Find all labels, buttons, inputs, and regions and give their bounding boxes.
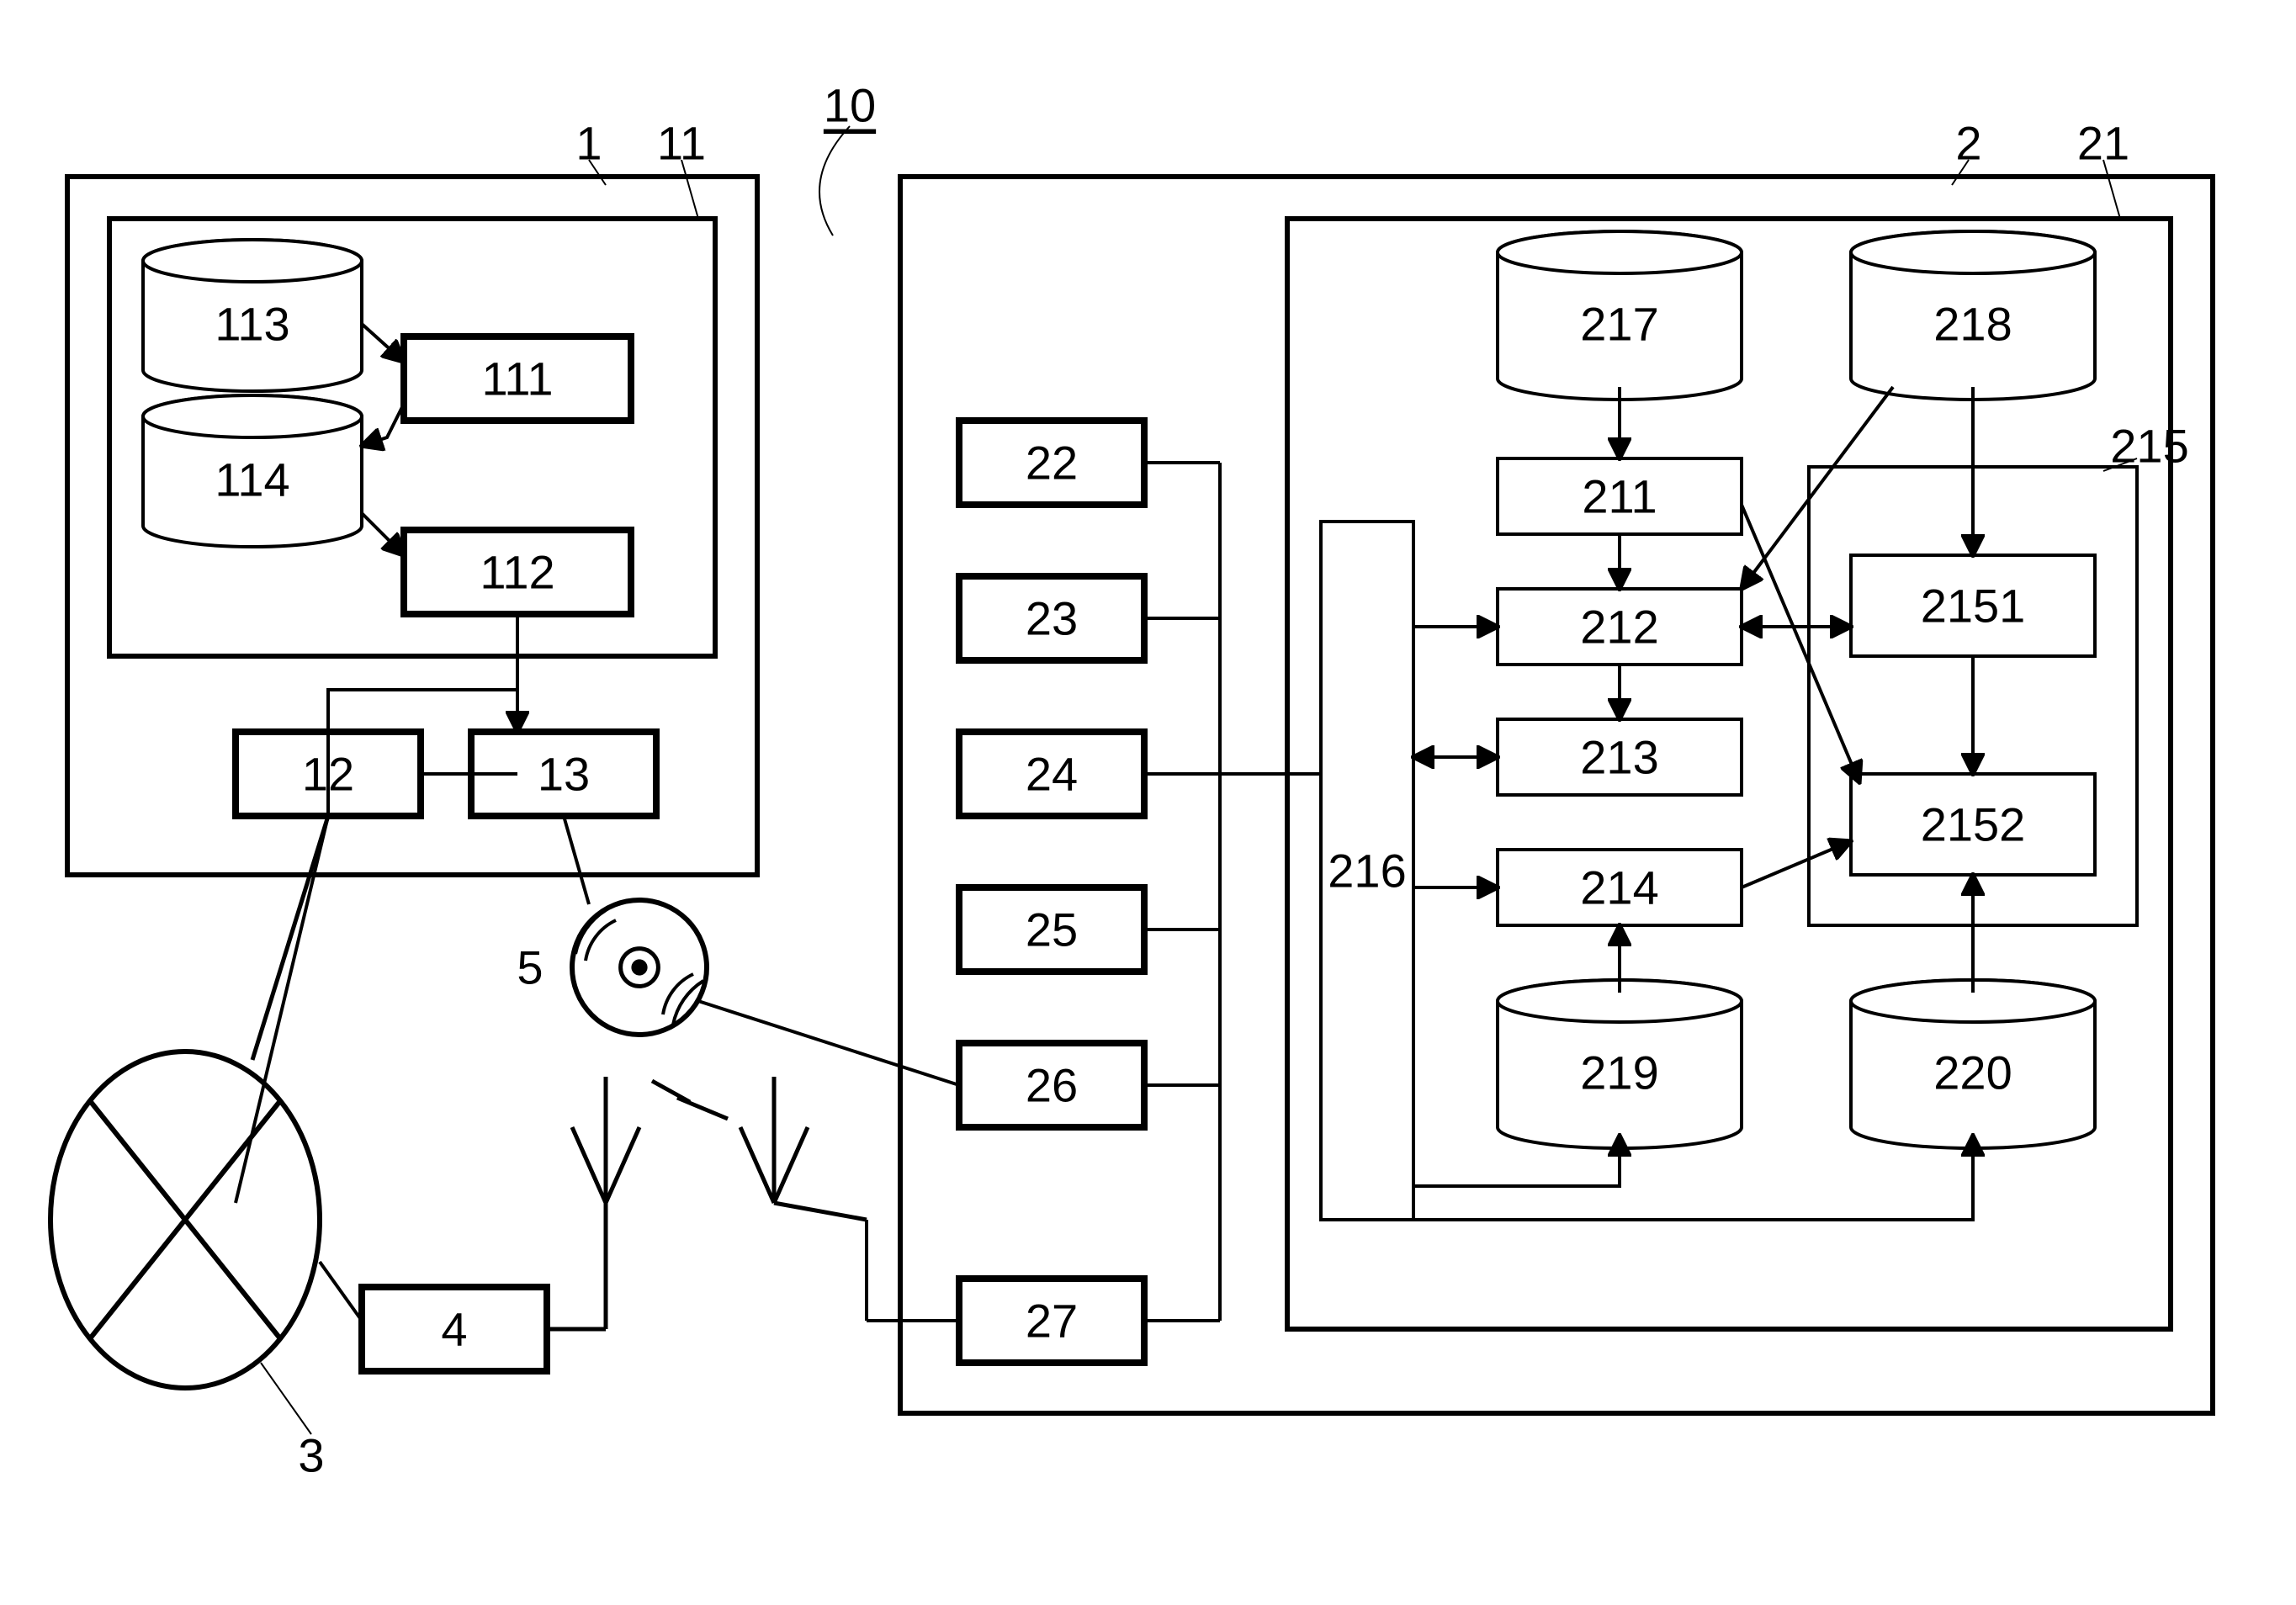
db-114-label: 114 bbox=[215, 453, 289, 506]
db-113-label: 113 bbox=[215, 298, 289, 351]
box-22-label: 22 bbox=[1026, 437, 1078, 490]
db-220-label: 220 bbox=[1933, 1046, 2012, 1099]
db-219-label: 219 bbox=[1580, 1046, 1658, 1099]
db-114: 114 bbox=[143, 395, 362, 547]
a-111-114 bbox=[362, 404, 404, 446]
box-211-label: 211 bbox=[1582, 470, 1657, 523]
box-4-label: 4 bbox=[441, 1303, 467, 1356]
box-13-label: 13 bbox=[538, 748, 590, 801]
box-216-label: 216 bbox=[1328, 845, 1406, 898]
box-2152-label: 2152 bbox=[1921, 798, 2026, 851]
a-214-2152 bbox=[1742, 841, 1851, 887]
lbl-2: 2 bbox=[1955, 117, 1981, 170]
box-212-label: 212 bbox=[1580, 601, 1658, 654]
diagram-root: 1131142172182192201111121213422232425262… bbox=[0, 0, 2296, 1605]
box-214-label: 214 bbox=[1580, 861, 1658, 914]
box-23-label: 23 bbox=[1026, 592, 1078, 645]
db-218-label: 218 bbox=[1933, 298, 2012, 351]
db-218: 218 bbox=[1851, 231, 2095, 400]
db-220: 220 bbox=[1851, 980, 2095, 1148]
db-217-label: 217 bbox=[1580, 298, 1658, 351]
box-24-label: 24 bbox=[1026, 748, 1078, 801]
lbl-11: 11 bbox=[657, 117, 706, 170]
radio-bolt bbox=[652, 1081, 728, 1119]
box-27-label: 27 bbox=[1026, 1295, 1078, 1348]
a-113-111 bbox=[362, 324, 404, 362]
lbl-21: 21 bbox=[2077, 117, 2129, 170]
lbl-215: 215 bbox=[2110, 420, 2188, 473]
a-216-220 bbox=[1413, 1136, 1973, 1220]
box-213-label: 213 bbox=[1580, 731, 1658, 784]
box-26-label: 26 bbox=[1026, 1059, 1078, 1112]
lead-line bbox=[261, 1363, 311, 1434]
db-217: 217 bbox=[1498, 231, 1742, 400]
box-111-label: 111 bbox=[481, 352, 553, 405]
lbl-3: 3 bbox=[298, 1429, 324, 1482]
box-2151-label: 2151 bbox=[1921, 580, 2026, 633]
lead-line bbox=[819, 126, 850, 236]
a-114-112 bbox=[362, 513, 404, 555]
box-112-label: 112 bbox=[480, 546, 554, 599]
db-219: 219 bbox=[1498, 980, 1742, 1148]
lbl-5: 5 bbox=[517, 941, 543, 994]
db-113: 113 bbox=[143, 240, 362, 391]
box-25-label: 25 bbox=[1026, 903, 1078, 956]
lbl-1: 1 bbox=[575, 117, 602, 170]
lbl-10: 10 bbox=[824, 79, 876, 132]
a-211-2152 bbox=[1742, 505, 1859, 782]
